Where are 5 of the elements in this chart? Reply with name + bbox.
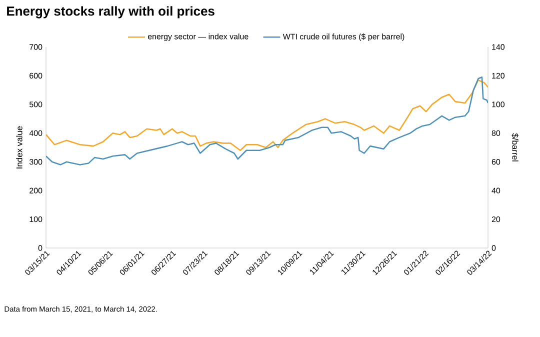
line-series <box>46 79 488 152</box>
y-axis-title: Index value <box>16 126 22 168</box>
y2-axis-title: $/barrel <box>512 133 519 162</box>
line-series <box>46 76 488 166</box>
chart-title: Energy stocks rally with oil prices <box>7 6 214 18</box>
